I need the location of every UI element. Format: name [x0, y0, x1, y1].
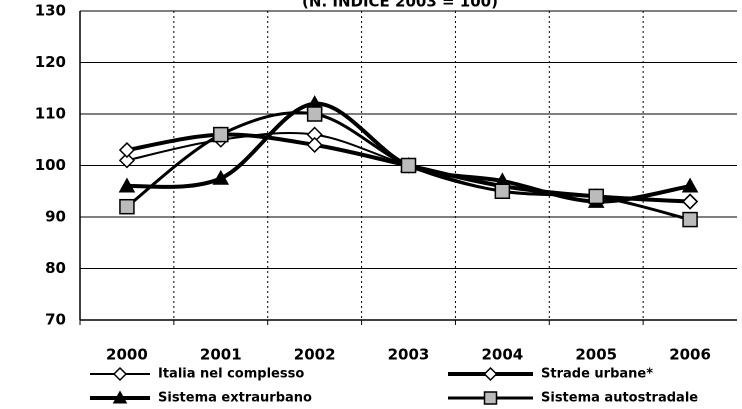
y-tick-label: 70: [45, 311, 66, 329]
marker: [306, 106, 323, 122]
y-tick-label: 80: [45, 259, 66, 277]
marker: [212, 169, 230, 185]
x-tick-label: 2001: [200, 346, 242, 364]
marker: [213, 126, 229, 143]
marker: [400, 157, 417, 174]
x-tick-label: 2003: [388, 346, 430, 364]
y-tick-label: 110: [35, 105, 66, 123]
legend-label: Sistema extraurbano: [158, 391, 312, 406]
x-tick-label: 2000: [106, 346, 148, 364]
marker: [682, 211, 698, 228]
marker: [494, 183, 511, 199]
marker: [682, 193, 699, 210]
marker: [483, 366, 498, 382]
legend-label: Strade urbane*: [541, 367, 653, 382]
marker: [112, 390, 128, 404]
x-tick-label: 2006: [669, 346, 711, 364]
marker: [588, 188, 604, 205]
y-tick-label: 130: [35, 2, 66, 20]
legend-label: Sistema autostradale: [541, 391, 698, 406]
marker: [112, 366, 128, 382]
marker: [118, 177, 136, 193]
legend-label: Italia nel complesso: [158, 367, 304, 382]
marker: [681, 177, 699, 193]
marker: [483, 391, 498, 405]
x-tick-label: 2002: [294, 346, 336, 364]
x-tick-label: 2005: [575, 346, 617, 364]
x-tick-label: 2004: [481, 346, 523, 364]
y-tick-label: 120: [35, 53, 66, 71]
marker: [119, 198, 135, 215]
y-tick-label: 90: [45, 208, 66, 226]
marker: [118, 141, 135, 159]
marker: [306, 136, 323, 153]
series-line: [126, 101, 691, 204]
marker: [118, 152, 135, 169]
chart-title: (N. INDICE 2003 = 100): [302, 0, 498, 11]
y-tick-label: 100: [35, 156, 66, 174]
